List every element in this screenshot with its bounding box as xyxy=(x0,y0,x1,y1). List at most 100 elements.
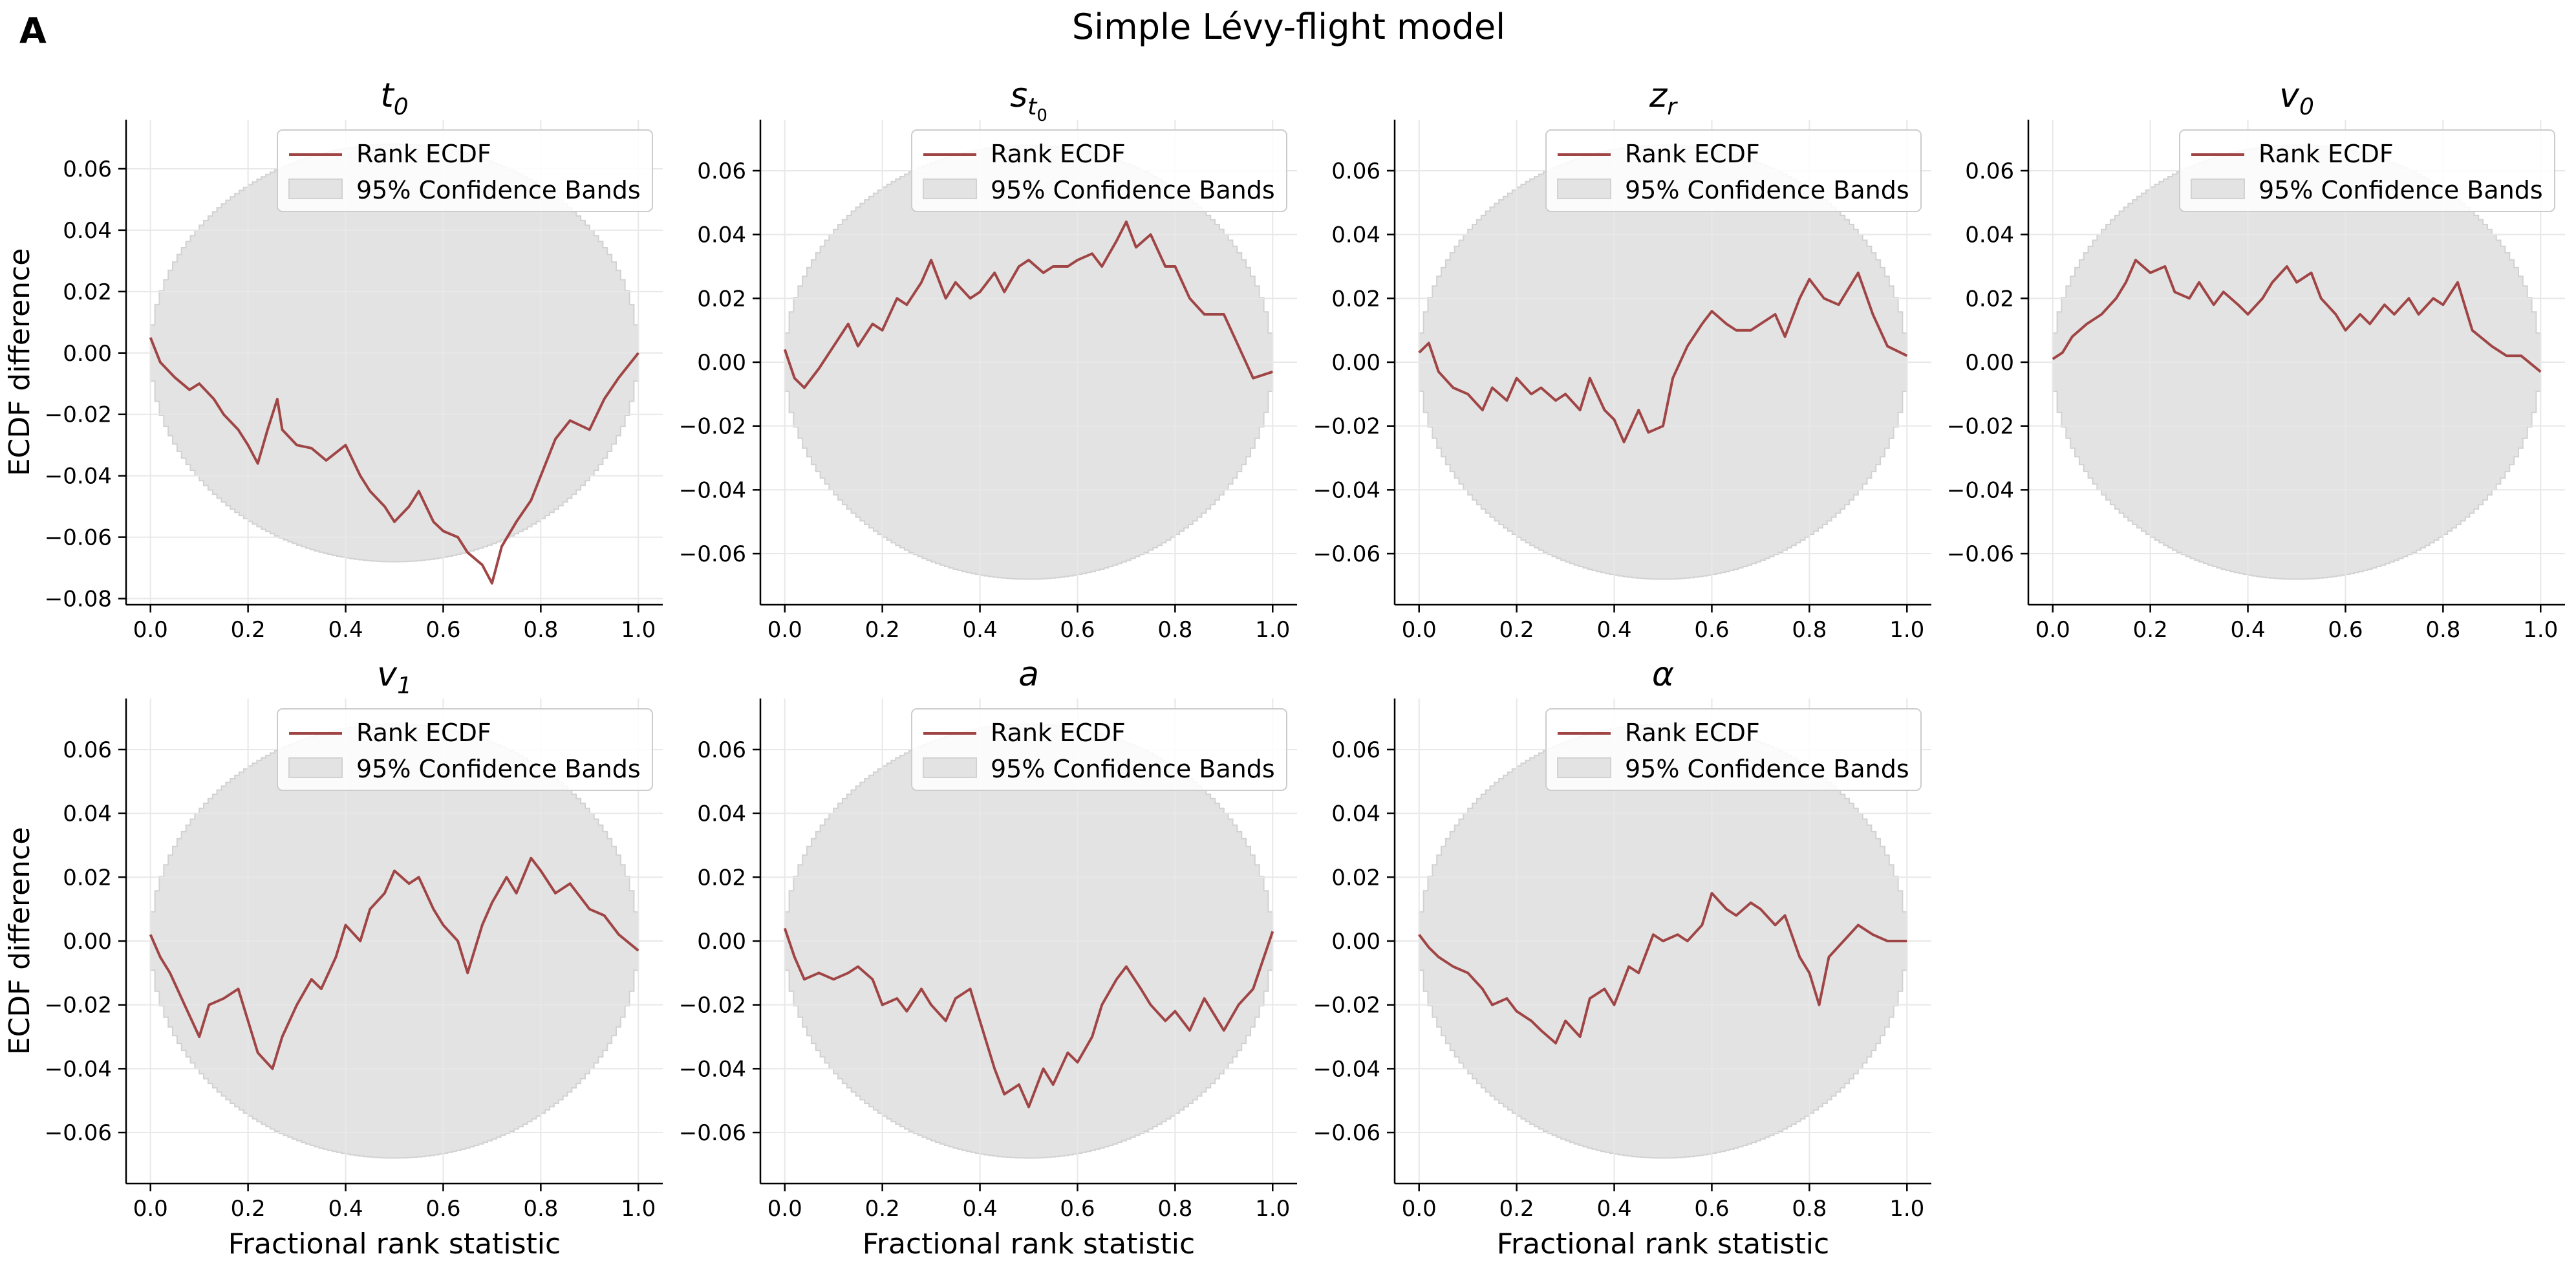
y-tick-label: −0.06 xyxy=(1947,541,2014,567)
y-tick-label: 0.02 xyxy=(63,865,112,891)
subplot-6: 0.0 0.2 0.4 0.6 0.8 1.0 −0.06 −0.04 −0.02 0.00 0.0… xyxy=(679,655,1297,1261)
y-tick-label: 0.02 xyxy=(1331,865,1380,891)
y-tick-label: 0.06 xyxy=(1331,737,1380,763)
subplot-title: a xyxy=(1018,655,1039,694)
legend: Rank ECDF 95% Confidence Bands xyxy=(911,129,1287,212)
legend-box xyxy=(277,708,653,791)
x-tick-label: 0.2 xyxy=(2133,617,2168,643)
y-tick-label: −0.02 xyxy=(45,993,112,1019)
legend-label: Rank ECDF xyxy=(356,140,491,168)
x-axis-label: Fractional rank statistic xyxy=(228,1228,561,1261)
subplot-title: v0 xyxy=(2279,76,2314,120)
legend-box xyxy=(911,708,1287,791)
legend-box xyxy=(911,129,1287,212)
legend: Rank ECDF 95% Confidence Bands xyxy=(1545,708,1922,791)
y-tick-label: 0.06 xyxy=(1965,158,2014,184)
legend: Rank ECDF 95% Confidence Bands xyxy=(911,708,1287,791)
y-tick-label: −0.08 xyxy=(45,587,112,612)
legend-label: Rank ECDF xyxy=(1625,719,1760,747)
subplot-title: st0 xyxy=(1010,76,1047,125)
x-tick-label: 0.8 xyxy=(1157,1196,1192,1222)
y-tick-label: −0.04 xyxy=(679,1056,746,1082)
y-tick-label: −0.04 xyxy=(1947,477,2014,503)
y-tick-label: 0.00 xyxy=(1965,350,2014,376)
y-tick-label: −0.02 xyxy=(1947,414,2014,440)
rank-ecdf-line xyxy=(149,856,639,1070)
y-tick-label: 0.00 xyxy=(697,929,746,955)
x-tick-label: 1.0 xyxy=(1889,617,1924,643)
subplot-4: 0.0 0.2 0.4 0.6 0.8 1.0 −0.06 −0.04 −0.02 0.00 0.0… xyxy=(1947,76,2565,643)
x-tick-label: 0.4 xyxy=(328,1196,363,1222)
y-tick-label: −0.06 xyxy=(1313,541,1380,567)
y-tick-label: −0.04 xyxy=(45,464,112,490)
legend: Rank ECDF 95% Confidence Bands xyxy=(277,129,653,212)
y-tick-label: −0.06 xyxy=(45,1120,112,1146)
legend-label: Rank ECDF xyxy=(1625,140,1760,168)
x-tick-label: 0.2 xyxy=(865,1196,900,1222)
x-tick-label: 0.8 xyxy=(1792,617,1827,643)
y-tick-label: 0.04 xyxy=(697,222,746,248)
legend-band-swatch xyxy=(1557,757,1611,778)
y-tick-label: −0.02 xyxy=(679,993,746,1019)
x-tick-label: 0.2 xyxy=(1499,617,1534,643)
y-tick-label: 0.04 xyxy=(1331,801,1380,827)
figure-suptitle: Simple Lévy-flight model xyxy=(1072,6,1505,47)
y-tick-label: −0.02 xyxy=(1313,414,1380,440)
x-tick-label: 0.6 xyxy=(1060,1196,1095,1222)
legend-box xyxy=(2179,129,2555,212)
x-tick-label: 0.0 xyxy=(133,1196,168,1222)
x-tick-label: 0.6 xyxy=(425,1196,460,1222)
x-tick-label: 1.0 xyxy=(1255,1196,1290,1222)
y-axis-label: ECDF difference xyxy=(3,248,36,477)
x-tick-label: 0.8 xyxy=(1157,617,1192,643)
y-tick-label: 0.06 xyxy=(1331,158,1380,184)
subplot-3: 0.0 0.2 0.4 0.6 0.8 1.0 −0.06 −0.04 −0.02 0.00 0.0… xyxy=(1313,76,1931,643)
y-tick-label: −0.06 xyxy=(45,525,112,551)
y-tick-label: 0.02 xyxy=(697,286,746,312)
y-tick-label: −0.06 xyxy=(1313,1120,1380,1146)
legend: Rank ECDF 95% Confidence Bands xyxy=(2179,129,2555,212)
x-tick-label: 0.0 xyxy=(767,617,802,643)
legend-box xyxy=(1545,708,1922,791)
legend-band-swatch xyxy=(1557,179,1611,199)
x-tick-label: 1.0 xyxy=(621,617,656,643)
x-tick-label: 0.8 xyxy=(2425,617,2460,643)
y-tick-label: 0.00 xyxy=(63,341,112,367)
x-tick-label: 0.6 xyxy=(1694,1196,1729,1222)
legend-band-swatch xyxy=(2191,179,2245,199)
y-tick-label: −0.04 xyxy=(1313,1056,1380,1082)
y-tick-label: 0.02 xyxy=(1965,286,2014,312)
y-tick-label: −0.02 xyxy=(45,402,112,428)
legend-label: Rank ECDF xyxy=(991,140,1126,168)
y-tick-label: 0.04 xyxy=(1965,222,2014,248)
legend: Rank ECDF 95% Confidence Bands xyxy=(1545,129,1922,212)
x-tick-label: 0.4 xyxy=(1597,617,1632,643)
subplot-5: 0.0 0.2 0.4 0.6 0.8 1.0 −0.06 −0.04 −0.02 0.00 0.0… xyxy=(3,655,663,1261)
y-tick-label: −0.04 xyxy=(679,477,746,503)
x-axis-label: Fractional rank statistic xyxy=(1497,1228,1829,1261)
y-tick-label: 0.04 xyxy=(63,801,112,827)
y-tick-label: 0.00 xyxy=(1331,350,1380,376)
x-tick-label: 0.4 xyxy=(1597,1196,1632,1222)
x-tick-label: 0.2 xyxy=(865,617,900,643)
legend-label: 95% Confidence Bands xyxy=(2259,176,2543,204)
x-tick-label: 1.0 xyxy=(621,1196,656,1222)
x-tick-label: 0.2 xyxy=(1499,1196,1534,1222)
y-tick-label: −0.04 xyxy=(45,1056,112,1082)
y-tick-label: 0.02 xyxy=(1331,286,1380,312)
x-tick-label: 0.2 xyxy=(231,1196,266,1222)
rank-ecdf-line xyxy=(1418,271,1908,444)
legend-label: 95% Confidence Bands xyxy=(356,176,641,204)
x-tick-label: 0.0 xyxy=(767,1196,802,1222)
x-tick-label: 0.4 xyxy=(2231,617,2266,643)
y-axis-label: ECDF difference xyxy=(3,827,36,1056)
y-tick-label: 0.02 xyxy=(697,865,746,891)
y-tick-label: 0.06 xyxy=(63,737,112,763)
x-tick-label: 0.6 xyxy=(1060,617,1095,643)
subplot-2: 0.0 0.2 0.4 0.6 0.8 1.0 −0.06 −0.04 −0.02 0.00 0.0… xyxy=(679,76,1297,643)
x-axis-label: Fractional rank statistic xyxy=(863,1228,1195,1261)
legend-label: 95% Confidence Bands xyxy=(356,755,641,783)
x-tick-label: 1.0 xyxy=(1889,1196,1924,1222)
y-tick-label: 0.02 xyxy=(63,279,112,305)
legend-label: Rank ECDF xyxy=(2259,140,2394,168)
